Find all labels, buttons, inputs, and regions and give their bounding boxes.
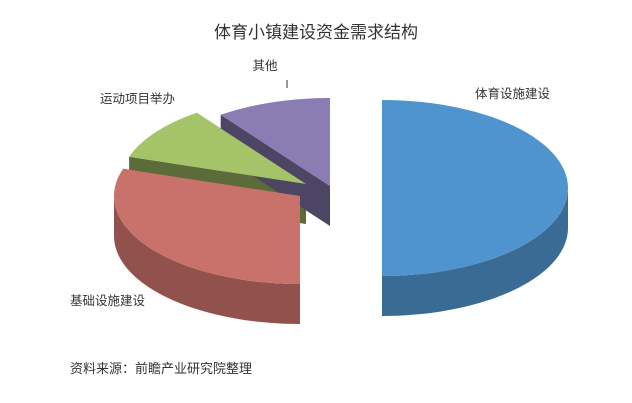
slice-label: 基础设施建设 <box>70 293 146 308</box>
source-note: 资料来源：前瞻产业研究院整理 <box>70 362 253 377</box>
slice-label: 体育设施建设 <box>475 86 551 101</box>
pie-slice <box>114 168 300 284</box>
pie-slice <box>129 112 306 184</box>
slice-label: 运动项目举办 <box>100 91 175 106</box>
slice-label: 其他 <box>252 58 278 73</box>
slice-side <box>382 188 568 316</box>
pie-slice <box>220 98 330 186</box>
pie-slice <box>382 100 568 276</box>
slice-side <box>114 196 300 324</box>
chart-title: 体育小镇建设资金需求结构 <box>214 23 418 43</box>
